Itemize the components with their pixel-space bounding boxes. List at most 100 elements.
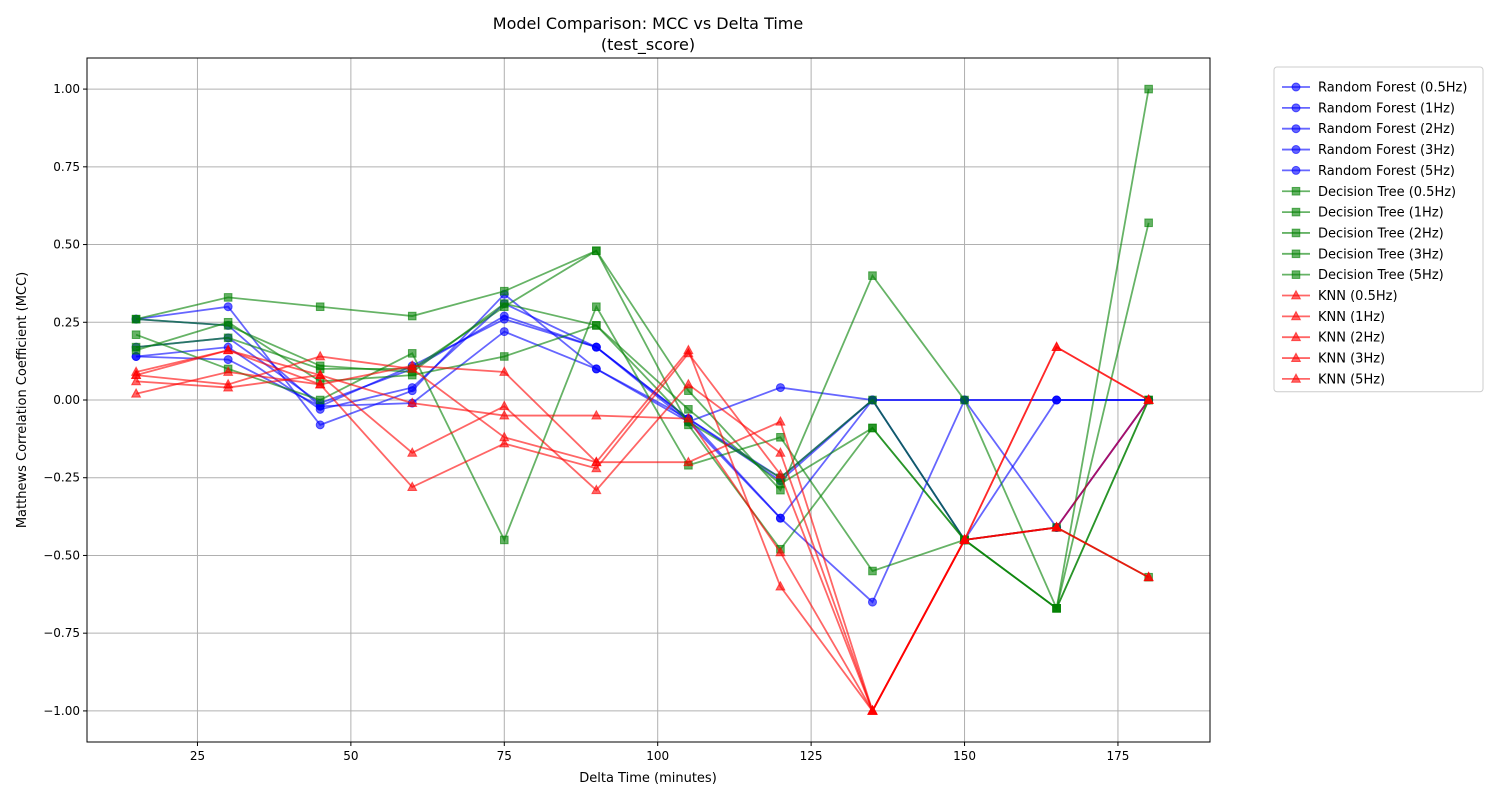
y-tick-label: −0.50	[43, 548, 80, 562]
data-point	[591, 409, 602, 420]
data-point	[1143, 394, 1154, 404]
data-point	[499, 535, 509, 545]
data-point	[592, 246, 601, 256]
data-point	[223, 355, 233, 365]
data-point	[775, 383, 785, 393]
data-point	[592, 321, 601, 330]
data-point	[1051, 341, 1062, 352]
data-point	[867, 705, 878, 715]
data-point	[314, 378, 326, 389]
data-point	[131, 330, 141, 340]
data-point	[222, 366, 234, 376]
data-point	[683, 347, 694, 358]
data-point	[683, 456, 694, 467]
legend-marker	[1290, 373, 1302, 383]
data-point	[499, 437, 510, 448]
legend-marker	[1291, 270, 1301, 279]
legend-item: Random Forest (2Hz)	[1282, 122, 1455, 137]
data-point	[960, 395, 969, 405]
data-point	[407, 383, 417, 393]
data-point	[1144, 84, 1153, 94]
x-tick-label: 150	[953, 749, 976, 763]
legend-box	[1273, 66, 1484, 393]
data-point	[684, 405, 693, 414]
data-point	[499, 314, 509, 324]
x-tick-label: 75	[497, 749, 512, 763]
data-point	[499, 400, 510, 411]
data-point	[683, 412, 694, 423]
legend-label: Random Forest (0.5Hz)	[1318, 81, 1467, 96]
data-point	[592, 302, 601, 312]
legend-item: KNN (0.5Hz)	[1282, 289, 1398, 304]
series-line	[135, 88, 1150, 612]
data-point	[499, 327, 509, 337]
plot-frame	[86, 57, 1211, 743]
legend-item: Decision Tree (0.5Hz)	[1282, 185, 1456, 200]
data-point	[130, 387, 142, 398]
data-point	[499, 286, 509, 296]
legend-item: Decision Tree (2Hz)	[1282, 226, 1444, 241]
series-layer	[130, 84, 1154, 715]
series-line	[135, 222, 1150, 610]
data-point	[775, 468, 786, 479]
data-point	[130, 369, 142, 380]
data-point	[223, 321, 233, 330]
legend-marker	[1290, 331, 1302, 342]
series-line	[136, 374, 1150, 714]
chart-subtitle: (test_score)	[601, 35, 695, 55]
data-point	[314, 369, 326, 380]
legend-marker	[1291, 207, 1301, 217]
data-point	[775, 446, 786, 457]
data-point	[315, 361, 325, 371]
data-point	[775, 580, 786, 591]
series-7	[131, 218, 1153, 613]
legend-item: KNN (2Hz)	[1282, 331, 1385, 346]
legend-item: Random Forest (0.5Hz)	[1282, 81, 1467, 96]
data-point	[315, 420, 325, 430]
x-tick-label: 50	[343, 749, 358, 763]
legend-label: Random Forest (2Hz)	[1318, 122, 1455, 137]
legend-label: Decision Tree (2Hz)	[1318, 226, 1444, 241]
legend-item: Decision Tree (1Hz)	[1282, 206, 1444, 221]
legend-label: Random Forest (5Hz)	[1318, 164, 1455, 179]
legend-item: Random Forest (3Hz)	[1282, 143, 1455, 158]
data-point	[499, 299, 509, 308]
series-14	[130, 344, 1154, 715]
data-point	[223, 293, 233, 302]
series-9	[131, 299, 1153, 582]
legend-marker	[1291, 186, 1301, 196]
y-tick-label: −0.75	[43, 626, 80, 640]
data-point	[775, 513, 785, 523]
data-point	[776, 433, 785, 442]
data-point	[959, 534, 970, 544]
data-point	[222, 381, 234, 392]
legend-label: Decision Tree (3Hz)	[1318, 247, 1444, 262]
legend-marker	[1291, 124, 1301, 134]
legend-label: Random Forest (3Hz)	[1318, 143, 1455, 158]
data-point	[223, 333, 233, 343]
data-point	[131, 314, 141, 324]
data-point	[499, 352, 509, 361]
data-point	[130, 375, 142, 386]
data-point	[867, 597, 877, 607]
y-tick-label: 0.25	[53, 315, 80, 329]
data-point	[868, 395, 877, 405]
legend-item: KNN (1Hz)	[1282, 310, 1385, 325]
data-point	[591, 342, 601, 352]
chart-title: Model Comparison: MCC vs Delta Time	[493, 14, 803, 33]
data-point	[315, 395, 325, 405]
legend-marker	[1290, 289, 1302, 300]
legend-marker	[1291, 103, 1301, 113]
legend-item: Decision Tree (3Hz)	[1282, 247, 1444, 262]
data-point	[1052, 395, 1062, 405]
legend-label: Decision Tree (1Hz)	[1318, 206, 1444, 221]
legend: Random Forest (0.5Hz) Random Forest (1Hz)…	[1273, 66, 1484, 393]
legend-marker	[1291, 82, 1301, 92]
series-line	[136, 249, 1150, 610]
legend-label: KNN (1Hz)	[1318, 310, 1385, 325]
legend-item: KNN (5Hz)	[1282, 372, 1385, 387]
axis-ticks: 25 50 75 100 125 150 175 −1.00 −0.75 −0.50 −0.25 0.…	[43, 82, 1129, 763]
data-point	[314, 350, 326, 361]
data-point	[1144, 218, 1153, 228]
legend-marker	[1291, 249, 1301, 259]
